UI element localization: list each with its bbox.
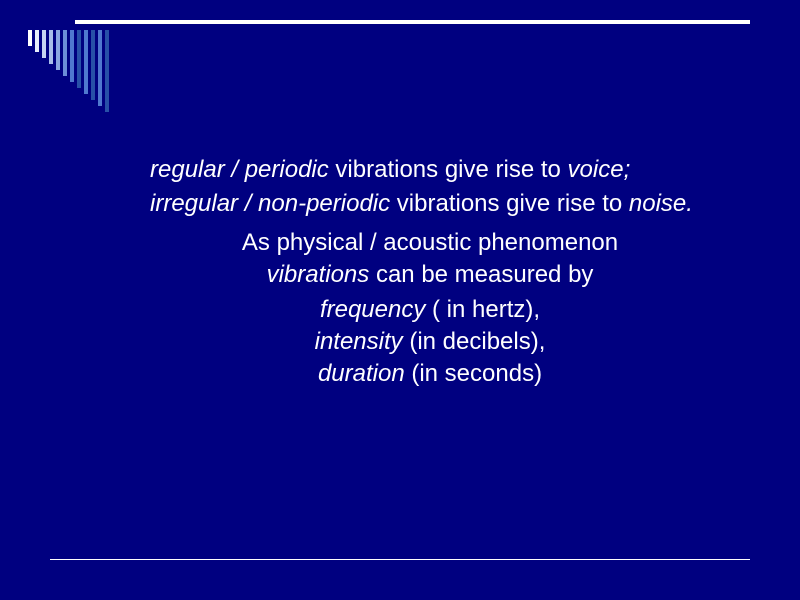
text-span: (in seconds) [405, 360, 542, 387]
text-span: vibrations give rise to [329, 156, 568, 183]
text-line-1: regular / periodic vibrations give rise … [150, 154, 710, 186]
text-italic: regular / periodic [150, 156, 329, 183]
decoration-bar [77, 30, 81, 88]
text-italic: vibrations [267, 261, 370, 288]
text-line-4: frequency ( in hertz), [150, 294, 710, 326]
text-line-2: irregular / non-periodic vibrations give… [150, 188, 710, 220]
bottom-rule [50, 559, 750, 560]
text-italic: duration [318, 360, 405, 387]
bars-decoration [28, 30, 109, 112]
decoration-bar [63, 30, 67, 76]
text-span: ( in hertz), [425, 296, 540, 323]
text-span: vibrations give rise to [390, 190, 629, 217]
center-block: As physical / acoustic phenomenon vibrat… [150, 227, 710, 391]
decoration-bar [98, 30, 102, 106]
text-span: can be measured by [369, 261, 593, 288]
text-italic: frequency [320, 296, 425, 323]
slide-content: regular / periodic vibrations give rise … [50, 154, 750, 391]
text-line-5: intensity (in decibels), [150, 326, 710, 358]
decoration-bar [56, 30, 60, 70]
decoration-bar [35, 30, 39, 52]
decoration-bar [105, 30, 109, 112]
text-line-6: duration (in seconds) [150, 358, 710, 390]
text-italic: irregular / non-periodic [150, 190, 390, 217]
top-rule [75, 20, 750, 24]
text-italic: voice; [568, 156, 631, 183]
decoration-bar [49, 30, 53, 64]
text-span: As physical / acoustic phenomenon [242, 229, 618, 256]
text-italic: noise. [629, 190, 693, 217]
decoration-bar [70, 30, 74, 82]
slide: regular / periodic vibrations give rise … [0, 0, 800, 600]
text-span: (in decibels), [403, 328, 546, 355]
decoration-bar [91, 30, 95, 100]
decoration-bar [28, 30, 32, 46]
text-italic: intensity [315, 328, 403, 355]
text-line-3: As physical / acoustic phenomenon vibrat… [150, 227, 710, 292]
decoration-bar [84, 30, 88, 94]
decoration-bar [42, 30, 46, 58]
